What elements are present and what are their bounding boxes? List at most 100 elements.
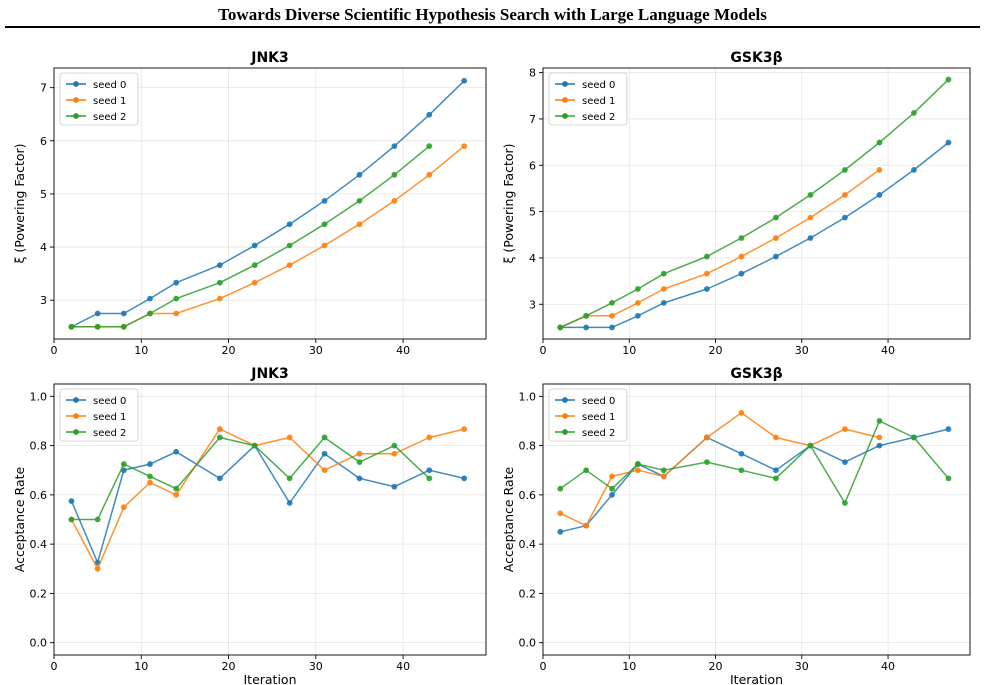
data-point-seed-1 (876, 167, 883, 173)
y-tick-label: 0.2 (30, 587, 48, 600)
data-point-seed-2 (945, 76, 952, 83)
legend-label: seed 0 (582, 80, 615, 91)
y-tick-label: 0.4 (30, 538, 48, 551)
data-point-seed-0 (147, 295, 153, 302)
x-tick-label: 30 (309, 344, 323, 357)
data-point-seed-0 (391, 483, 398, 490)
data-point-seed-1 (609, 473, 615, 480)
chart-title: JNK3 (250, 50, 289, 66)
data-point-seed-0 (216, 262, 223, 269)
data-point-seed-2 (703, 459, 710, 465)
y-axis-label: ξ (Powering Factor) (12, 143, 27, 263)
chart-title: GSK3β (730, 50, 782, 66)
data-point-seed-0 (876, 442, 883, 449)
plot-frame (542, 67, 971, 340)
data-point-seed-2 (660, 270, 667, 277)
data-point-seed-0 (321, 450, 328, 457)
data-point-seed-1 (461, 143, 468, 150)
data-point-seed-2 (216, 434, 223, 441)
data-point-seed-0 (634, 312, 641, 319)
x-tick-label: 20 (222, 344, 236, 357)
data-point-seed-2 (609, 485, 615, 492)
legend-label: seed 1 (582, 412, 615, 423)
data-point-seed-0 (461, 475, 468, 482)
legend-label: seed 2 (582, 428, 615, 439)
data-point-seed-2 (286, 242, 293, 249)
data-point-seed-0 (738, 270, 745, 277)
legend-swatch-marker (73, 81, 79, 87)
data-point-seed-2 (94, 323, 101, 330)
x-tick-label: 20 (222, 660, 236, 673)
legend-swatch-marker (562, 413, 568, 419)
data-point-seed-2 (583, 467, 590, 474)
data-point-seed-1 (461, 426, 468, 432)
x-tick-label: 40 (396, 660, 410, 673)
series-line-seed-1 (70, 428, 465, 570)
series-line-seed-0 (70, 444, 465, 564)
data-point-seed-0 (609, 324, 615, 331)
legend-label: seed 2 (93, 428, 126, 439)
data-point-seed-0 (251, 242, 258, 249)
x-axis-label: Iteration (730, 672, 783, 685)
data-point-seed-1 (842, 192, 848, 198)
data-point-seed-1 (216, 295, 223, 302)
plot-frame (542, 383, 971, 656)
data-point-seed-1 (609, 312, 615, 319)
data-point-seed-1 (842, 426, 848, 432)
x-tick-label: 10 (134, 660, 148, 673)
data-point-seed-2 (120, 323, 127, 330)
data-point-seed-0 (557, 528, 564, 535)
legend-label: seed 0 (93, 80, 126, 91)
legend-box (59, 72, 139, 126)
y-tick-label: 1.0 (30, 390, 48, 403)
data-point-seed-2 (321, 434, 328, 441)
data-point-seed-0 (660, 299, 667, 306)
data-point-seed-0 (321, 197, 328, 204)
data-point-seed-0 (842, 214, 848, 221)
data-point-seed-2 (68, 323, 75, 330)
data-point-seed-2 (876, 418, 883, 424)
y-tick-label: 5 (529, 206, 536, 219)
data-point-seed-1 (426, 434, 433, 441)
x-tick-label: 0 (540, 344, 547, 357)
plot-frame (53, 67, 487, 340)
data-point-seed-0 (703, 286, 710, 292)
data-point-seed-2 (173, 295, 180, 302)
data-point-seed-2 (583, 312, 590, 319)
data-point-seed-2 (356, 459, 363, 465)
data-point-seed-2 (911, 434, 917, 441)
legend-swatch-marker (73, 113, 79, 119)
data-point-seed-0 (461, 77, 468, 84)
legend-label: seed 2 (93, 112, 126, 123)
y-tick-label: 4 (529, 252, 536, 265)
data-point-seed-2 (391, 442, 398, 449)
data-point-seed-2 (557, 324, 564, 331)
data-point-seed-1 (738, 409, 745, 416)
chart-panel-1: 0 10 20 30 40 3 4 5 6 7 8 GSK3β ξ (Powering Factor) s… (501, 50, 971, 357)
x-tick-label: 20 (709, 344, 723, 357)
legend-swatch-marker (562, 397, 568, 403)
x-tick-label: 10 (622, 344, 636, 357)
data-point-seed-2 (703, 253, 710, 260)
x-tick-label: 40 (881, 660, 895, 673)
data-point-seed-1 (120, 504, 127, 511)
legend-label: seed 0 (93, 396, 126, 407)
data-point-seed-1 (216, 426, 223, 432)
data-point-seed-2 (94, 516, 101, 523)
data-point-seed-1 (557, 510, 564, 517)
legend-label: seed 0 (582, 396, 615, 407)
data-point-seed-1 (738, 253, 745, 260)
data-point-seed-0 (773, 253, 779, 260)
x-tick-label: 30 (795, 344, 809, 357)
data-point-seed-1 (703, 434, 710, 441)
data-point-seed-0 (286, 500, 293, 506)
data-point-seed-0 (609, 491, 615, 498)
data-point-seed-1 (703, 270, 710, 277)
data-point-seed-1 (391, 450, 398, 457)
y-tick-label: 0.6 (30, 489, 48, 502)
legend-swatch-marker (562, 429, 568, 435)
legend-swatch-marker (562, 97, 568, 103)
data-point-seed-2 (286, 475, 293, 482)
y-axis-label: Acceptance Rate (12, 467, 27, 573)
